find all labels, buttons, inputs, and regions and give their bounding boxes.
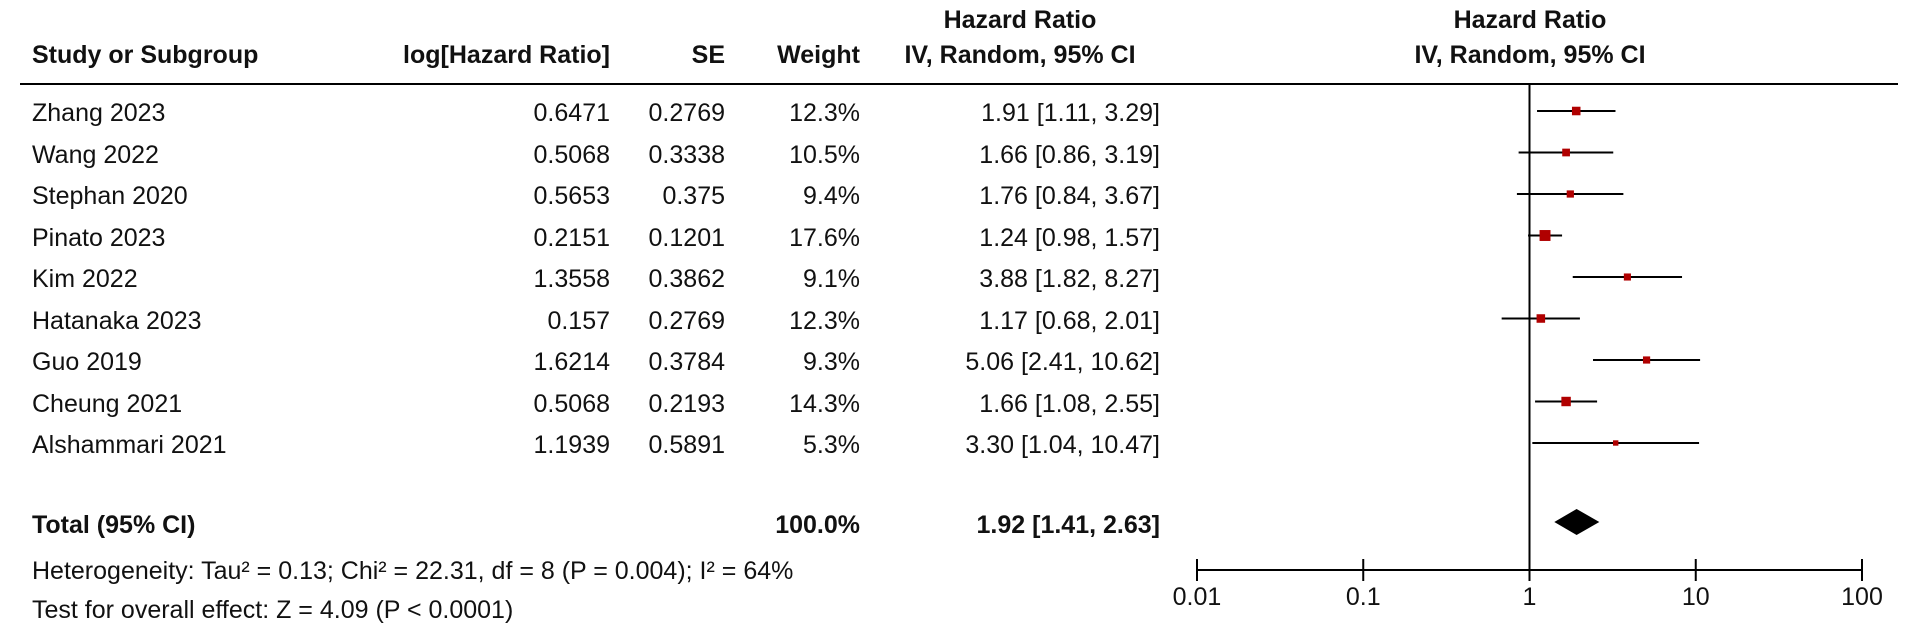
- study-name: Stephan 2020: [32, 182, 188, 210]
- study-loghr: 0.5653: [533, 182, 610, 210]
- study-name: Pinato 2023: [32, 224, 166, 252]
- heterogeneity-text: Heterogeneity: Tau² = 0.13; Chi² = 22.31…: [32, 557, 794, 585]
- study-name: Alshammari 2021: [32, 431, 227, 459]
- total-hr: 1.92 [1.41, 2.63]: [976, 511, 1160, 539]
- tick-label: 100: [1841, 583, 1883, 611]
- study-se: 0.2769: [648, 307, 725, 335]
- point-marker: [1623, 273, 1631, 281]
- study-name: Kim 2022: [32, 265, 138, 293]
- pooled-diamond: [1554, 509, 1600, 535]
- study-weight: 9.1%: [803, 265, 860, 293]
- study-loghr: 0.5068: [533, 390, 610, 418]
- study-loghr: 1.1939: [533, 431, 610, 459]
- study-weight: 9.4%: [803, 182, 860, 210]
- study-name: Wang 2022: [32, 141, 159, 169]
- study-hr-ci: 1.76 [0.84, 3.67]: [979, 182, 1160, 210]
- study-weight: 12.3%: [789, 99, 860, 127]
- tick-label: 10: [1682, 583, 1710, 611]
- study-weight: 17.6%: [789, 224, 860, 252]
- header-loghr: log[Hazard Ratio]: [403, 41, 610, 69]
- study-loghr: 0.157: [547, 307, 610, 335]
- study-se: 0.3862: [648, 265, 725, 293]
- study-hr-ci: 1.66 [1.08, 2.55]: [979, 390, 1160, 418]
- plot-header-title: Hazard Ratio: [1453, 6, 1607, 34]
- header-weight: Weight: [777, 41, 860, 69]
- study-se: 0.3784: [648, 348, 725, 376]
- study-hr-ci: 1.24 [0.98, 1.57]: [979, 224, 1160, 252]
- study-hr-ci: 1.17 [0.68, 2.01]: [979, 307, 1160, 335]
- study-weight: 10.5%: [789, 141, 860, 169]
- study-loghr: 0.6471: [533, 99, 610, 127]
- point-marker: [1613, 440, 1619, 446]
- study-hr-ci: 1.91 [1.11, 3.29]: [981, 99, 1160, 127]
- study-loghr: 0.5068: [533, 141, 610, 169]
- overall-effect-text: Test for overall effect: Z = 4.09 (P < 0…: [32, 596, 514, 624]
- study-loghr: 0.2151: [533, 224, 610, 252]
- study-se: 0.2769: [648, 99, 725, 127]
- tick-label: 0.1: [1346, 583, 1381, 611]
- study-name: Zhang 2023: [32, 99, 166, 127]
- point-marker: [1571, 106, 1581, 116]
- study-loghr: 1.6214: [533, 348, 610, 376]
- point-marker: [1539, 230, 1551, 241]
- study-hr-ci: 5.06 [2.41, 10.62]: [965, 348, 1160, 376]
- tick-label: 0.01: [1173, 583, 1222, 611]
- point-marker: [1562, 148, 1570, 157]
- study-se: 0.5891: [648, 431, 725, 459]
- study-weight: 12.3%: [789, 307, 860, 335]
- study-weight: 9.3%: [803, 348, 860, 376]
- point-marker: [1561, 396, 1571, 407]
- total-label: Total (95% CI): [32, 511, 196, 539]
- point-marker: [1536, 314, 1546, 323]
- plot-header-sub: IV, Random, 95% CI: [1414, 41, 1646, 69]
- study-hr-ci: 3.88 [1.82, 8.27]: [979, 265, 1160, 293]
- tick-label: 1: [1523, 583, 1537, 611]
- study-weight: 5.3%: [803, 431, 860, 459]
- study-name: Guo 2019: [32, 348, 142, 376]
- header-study: Study or Subgroup: [32, 41, 259, 69]
- header-rule: [20, 83, 1898, 85]
- study-name: Cheung 2021: [32, 390, 183, 418]
- study-se: 0.375: [662, 182, 725, 210]
- study-name: Hatanaka 2023: [32, 307, 202, 335]
- point-marker: [1566, 190, 1574, 198]
- study-se: 0.3338: [648, 141, 725, 169]
- study-loghr: 1.3558: [533, 265, 610, 293]
- total-weight: 100.0%: [775, 511, 860, 539]
- study-weight: 14.3%: [789, 390, 860, 418]
- study-hr-ci: 1.66 [0.86, 3.19]: [979, 141, 1160, 169]
- header-se: SE: [691, 41, 725, 69]
- header-hr-sub: IV, Random, 95% CI: [904, 41, 1136, 69]
- header-hr-title: Hazard Ratio: [943, 6, 1097, 34]
- point-marker: [1642, 356, 1651, 364]
- study-se: 0.1201: [648, 224, 725, 252]
- study-hr-ci: 3.30 [1.04, 10.47]: [965, 431, 1160, 459]
- study-se: 0.2193: [648, 390, 725, 418]
